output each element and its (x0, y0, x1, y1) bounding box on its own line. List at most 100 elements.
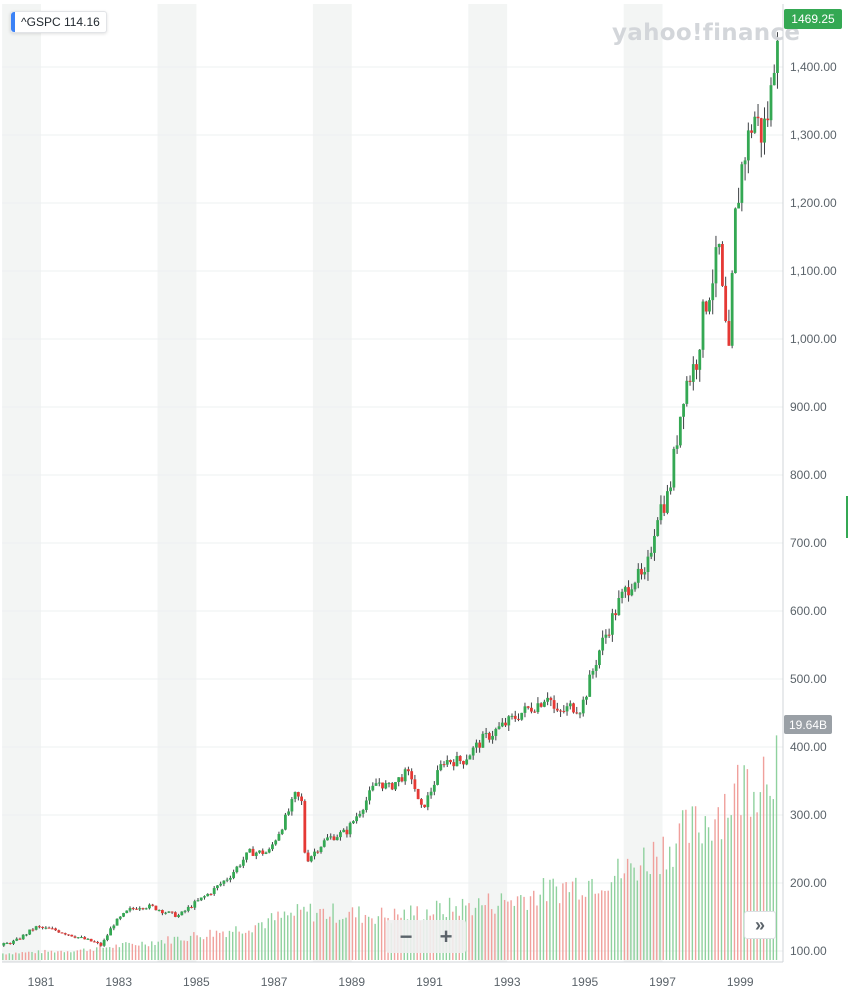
volume-bar (588, 880, 590, 960)
candle-body (277, 834, 281, 841)
candle-body (306, 852, 310, 862)
volume-bar (235, 926, 237, 960)
volume-bar (37, 950, 40, 960)
candle-body (28, 929, 32, 935)
volume-bar (694, 806, 697, 960)
ticker-badge[interactable]: ^GSPC 114.16 (10, 11, 107, 33)
candle-body (756, 116, 760, 119)
candle-body (549, 697, 553, 701)
volume-bar (34, 953, 36, 960)
candle-body (462, 760, 465, 765)
volume-bar (775, 735, 778, 960)
candle-body (533, 711, 537, 713)
resize-handle[interactable] (846, 496, 848, 538)
volume-bar (50, 950, 53, 960)
zoom-in-button[interactable]: + (439, 924, 453, 949)
volume-bar (134, 945, 137, 960)
candle-body (653, 535, 656, 553)
candle-body (594, 665, 598, 671)
candle-body (633, 582, 637, 590)
y-tick-label: 1,000.00 (790, 332, 837, 346)
volume-bar (21, 952, 23, 960)
zoom-out-button[interactable]: − (399, 924, 413, 949)
x-tick-label: 1981 (28, 975, 55, 989)
candle-body (148, 904, 151, 909)
candle-body (610, 613, 614, 635)
year-band (623, 4, 663, 962)
candle-body (332, 836, 336, 841)
volume-bar (206, 936, 208, 960)
candle-body (180, 911, 184, 916)
volume-bar (481, 905, 483, 960)
volume-bar (662, 836, 664, 960)
volume-bar (542, 878, 545, 960)
candle-body (578, 713, 582, 715)
volume-bar (471, 915, 473, 960)
volume-bar (215, 930, 218, 960)
candle-body (500, 722, 504, 727)
candle-body (5, 943, 9, 945)
volume-bar (607, 890, 609, 960)
volume-bar (643, 847, 645, 960)
volume-bar (478, 898, 480, 960)
volume-bar (510, 900, 512, 960)
volume-bar (18, 953, 20, 960)
volume-bar (115, 944, 117, 960)
volume-bar (623, 873, 626, 960)
candle-body (80, 937, 83, 939)
volume-bar (157, 941, 159, 960)
volume-bar (8, 953, 11, 960)
candle-body (562, 710, 566, 712)
candle-body (47, 927, 51, 929)
candle-body (115, 918, 119, 926)
candle-body (102, 940, 106, 946)
candle-body (251, 848, 255, 856)
candle-body (151, 904, 155, 906)
candle-body (623, 587, 627, 592)
candle-body (387, 783, 391, 785)
candle-body (491, 735, 494, 740)
volume-bar (575, 877, 577, 960)
volume-bar (280, 917, 282, 960)
volume-bar (743, 765, 745, 960)
candle-body (436, 770, 439, 785)
candle-body (452, 762, 456, 767)
volume-bar (617, 858, 619, 960)
candle-body (685, 380, 689, 404)
volume-bar (89, 949, 91, 960)
volume-bar (96, 947, 98, 960)
volume-bar (283, 911, 286, 960)
volume-bar (584, 896, 587, 960)
candle-body (750, 130, 753, 133)
volume-bar (610, 882, 613, 960)
volume-bar (79, 949, 82, 960)
volume-bar (656, 856, 658, 960)
candle-body (429, 791, 433, 796)
candle-body (552, 700, 556, 709)
year-band (312, 4, 352, 962)
candle-body (219, 883, 223, 886)
candle-body (44, 927, 48, 929)
y-tick-label: 1,100.00 (790, 264, 837, 278)
volume-bar (128, 942, 130, 960)
candle-body (25, 934, 28, 936)
candle-body (122, 913, 125, 917)
volume-bar (231, 931, 234, 960)
candle-body (83, 937, 87, 940)
volume-bar (138, 945, 140, 960)
volume-bar (698, 832, 700, 960)
volume-bar (361, 922, 363, 960)
volume-bar (769, 795, 771, 960)
scroll-right-button[interactable]: » (744, 911, 776, 939)
candle-body (8, 943, 12, 945)
volume-bar (238, 931, 240, 960)
candle-body (206, 893, 210, 897)
volume-bar (730, 815, 732, 960)
candle-body (737, 202, 741, 209)
volume-bar (66, 951, 69, 960)
y-tick-label: 700.00 (790, 536, 827, 550)
volume-bar (374, 923, 376, 960)
candle-body (445, 760, 449, 765)
